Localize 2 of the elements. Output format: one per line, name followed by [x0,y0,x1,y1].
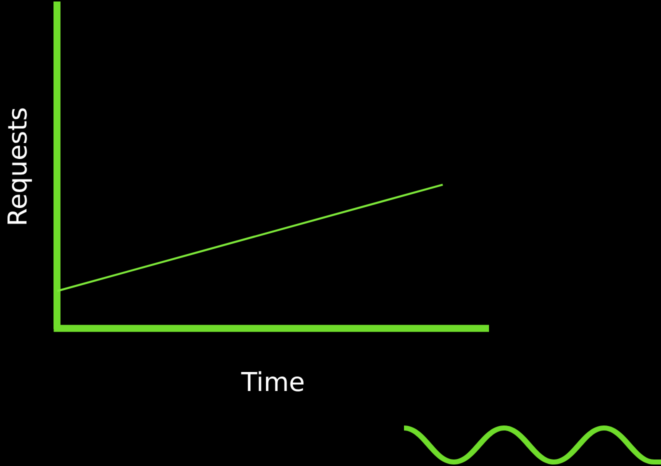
y-axis-title: Requests [3,107,34,226]
x-axis-title: Time [240,368,305,398]
